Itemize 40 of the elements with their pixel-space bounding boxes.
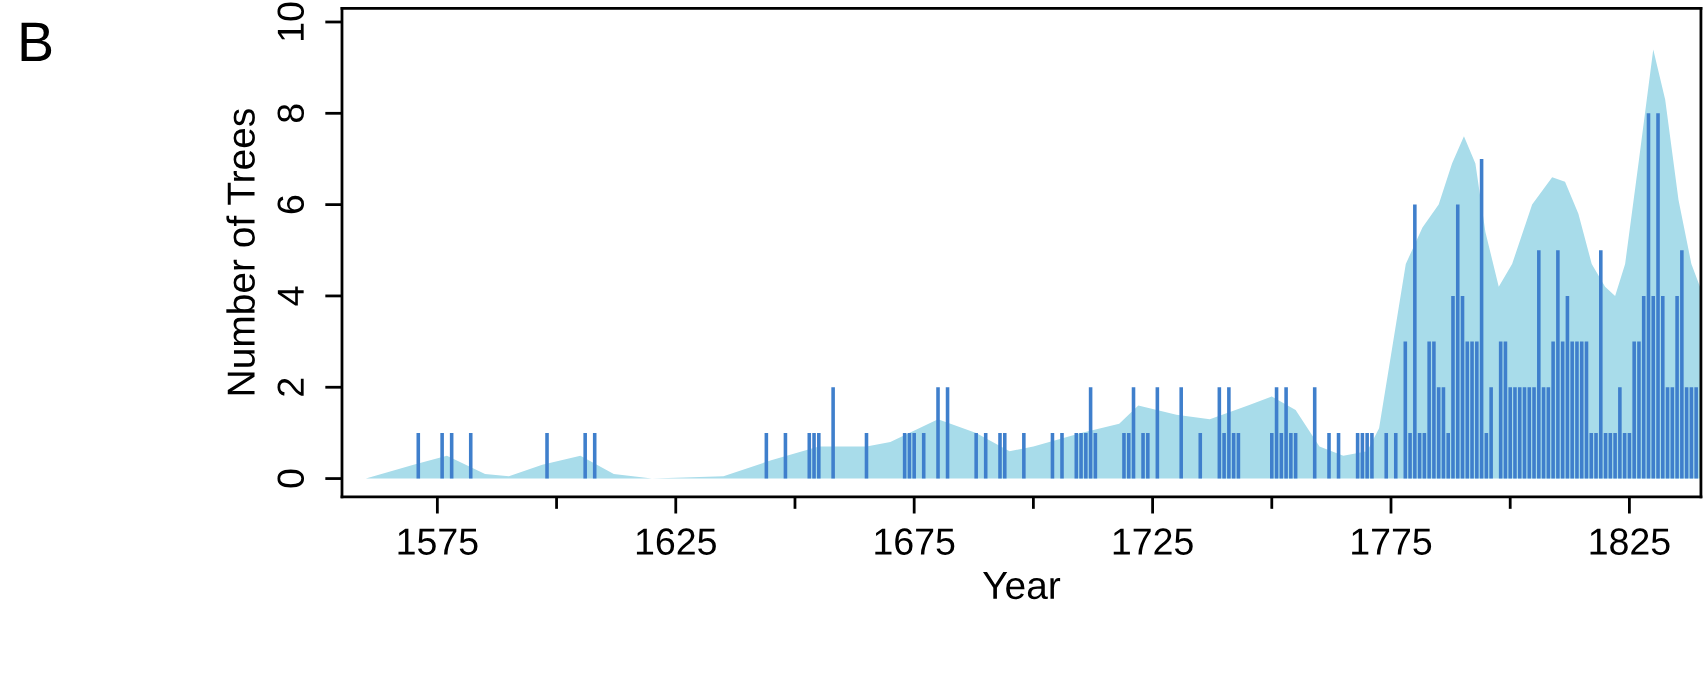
bar [1179, 387, 1183, 479]
bar [1489, 387, 1493, 479]
y-tick-label: 4 [277, 286, 304, 306]
bar [831, 387, 835, 479]
x-tick-label: 1575 [398, 528, 478, 555]
bar [1327, 432, 1331, 479]
bar [974, 432, 978, 479]
x-tick-label: 1775 [1352, 528, 1432, 555]
bar [1579, 341, 1584, 479]
x-tick-label: 1825 [1590, 528, 1670, 555]
y-tick-label: 10 [277, 2, 305, 40]
bar [1517, 387, 1522, 479]
bar [1455, 204, 1460, 479]
y-tick-label: 2 [277, 378, 304, 396]
y-tick-label: 8 [277, 104, 305, 123]
x-tick-label: 1625 [636, 528, 716, 555]
bar [545, 432, 549, 479]
bar [1002, 432, 1007, 479]
bar [1527, 387, 1532, 479]
x-axis-title: Year [983, 572, 1061, 600]
x-tick-label: 1725 [1113, 528, 1193, 555]
bar [440, 432, 444, 479]
bar [912, 432, 916, 479]
bar [1694, 387, 1698, 479]
bar [416, 432, 421, 479]
bar [583, 432, 587, 479]
bar [921, 432, 926, 479]
bar [468, 432, 473, 479]
y-axis-title: Number of Trees [226, 109, 255, 395]
bar [936, 387, 940, 479]
y-tick-label: 0 [277, 469, 305, 488]
bar [807, 432, 812, 479]
bar [1198, 432, 1203, 479]
bar [1384, 432, 1389, 479]
bar [1022, 432, 1026, 479]
y-tick-label: 6 [277, 195, 305, 214]
bar [1060, 432, 1064, 479]
bar [1393, 432, 1398, 479]
text: B [21, 22, 52, 61]
x-tick-label: 1675 [875, 528, 955, 555]
